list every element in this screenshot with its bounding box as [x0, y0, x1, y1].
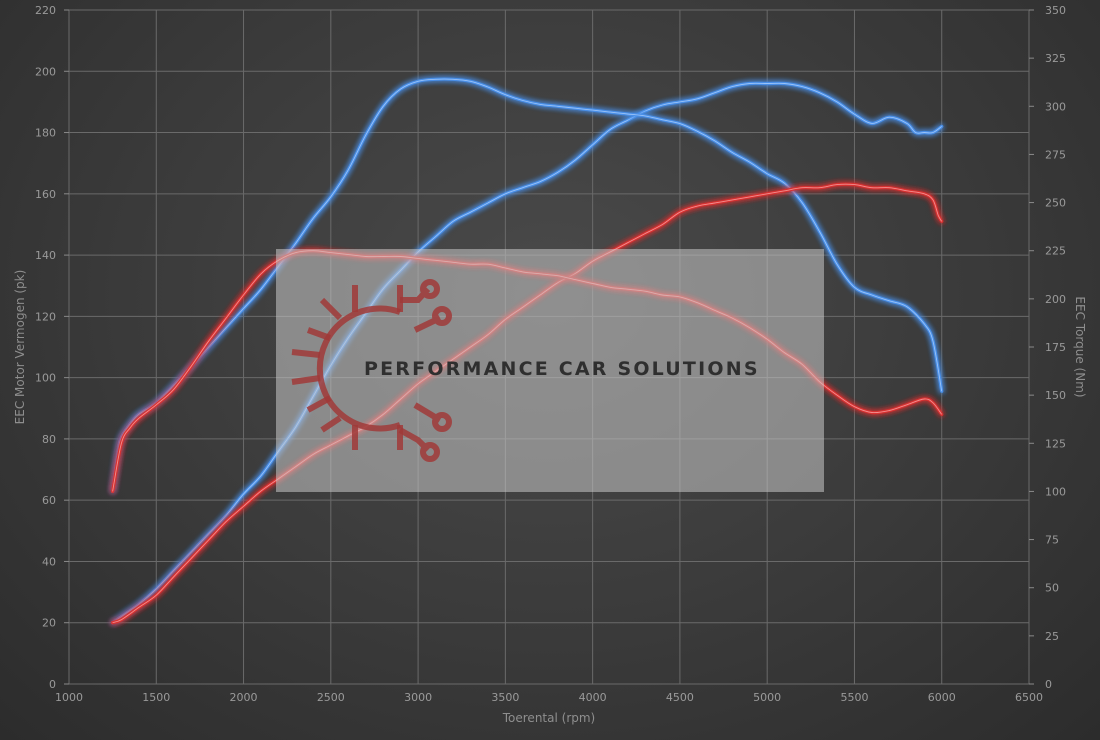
- y-left-tick-label: 180: [35, 127, 56, 140]
- y-right-tick-label: 125: [1045, 437, 1066, 450]
- watermark: PERFORMANCE CAR SOLUTIONS: [276, 249, 824, 492]
- watermark-text: PERFORMANCE CAR SOLUTIONS: [364, 358, 760, 380]
- x-tick-label: 3500: [491, 691, 519, 704]
- y-right-tick-label: 25: [1045, 630, 1059, 643]
- x-tick-label: 6500: [1015, 691, 1043, 704]
- gear-circuit-logo: [291, 279, 453, 462]
- axis-labels: Toerental (rpm) EEC Motor Vermogen (pk) …: [13, 270, 1087, 725]
- x-tick-label: 5000: [753, 691, 781, 704]
- y-right-tick-label: 150: [1045, 389, 1066, 402]
- x-tick-label: 2500: [317, 691, 345, 704]
- y-left-tick-label: 80: [42, 433, 56, 446]
- x-tick-label: 1000: [55, 691, 83, 704]
- y-right-tick-label: 175: [1045, 341, 1066, 354]
- x-tick-label: 2000: [230, 691, 258, 704]
- y-right-tick-label: 225: [1045, 245, 1066, 258]
- y-left-tick-label: 60: [42, 494, 56, 507]
- series-line-core: [112, 78, 943, 492]
- y-left-tick-label: 0: [49, 678, 56, 691]
- y-left-tick-label: 140: [35, 249, 56, 262]
- y-axis-right-label: EEC Torque (Nm): [1073, 296, 1087, 397]
- y-left-tick-label: 200: [35, 65, 56, 78]
- y-left-tick-label: 160: [35, 188, 56, 201]
- x-axis-label: Toerental (rpm): [502, 711, 595, 725]
- y-right-tick-label: 0: [1045, 678, 1052, 691]
- y-left-tick-label: 40: [42, 555, 56, 568]
- x-tick-label: 6000: [928, 691, 956, 704]
- y-left-tick-label: 100: [35, 372, 56, 385]
- y-right-tick-label: 75: [1045, 534, 1059, 547]
- y-right-tick-label: 325: [1045, 52, 1066, 65]
- y-left-tick-label: 20: [42, 617, 56, 630]
- x-tick-label: 5500: [840, 691, 868, 704]
- series-line-core: [112, 82, 942, 624]
- y-axis-left-label: EEC Motor Vermogen (pk): [13, 270, 27, 425]
- y-left-tick-label: 220: [35, 4, 56, 17]
- y-right-tick-label: 300: [1045, 100, 1066, 113]
- y-left-tick-label: 120: [35, 310, 56, 323]
- y-right-tick-label: 350: [1045, 4, 1066, 17]
- y-right-tick-label: 275: [1045, 148, 1066, 161]
- watermark-box: [276, 249, 824, 492]
- x-tick-label: 4000: [579, 691, 607, 704]
- y-right-tick-label: 100: [1045, 485, 1066, 498]
- x-tick-label: 4500: [666, 691, 694, 704]
- y-right-tick-label: 250: [1045, 197, 1066, 210]
- y-right-tick-label: 200: [1045, 293, 1066, 306]
- y-right-tick-label: 50: [1045, 582, 1059, 595]
- x-tick-label: 1500: [142, 691, 170, 704]
- x-tick-label: 3000: [404, 691, 432, 704]
